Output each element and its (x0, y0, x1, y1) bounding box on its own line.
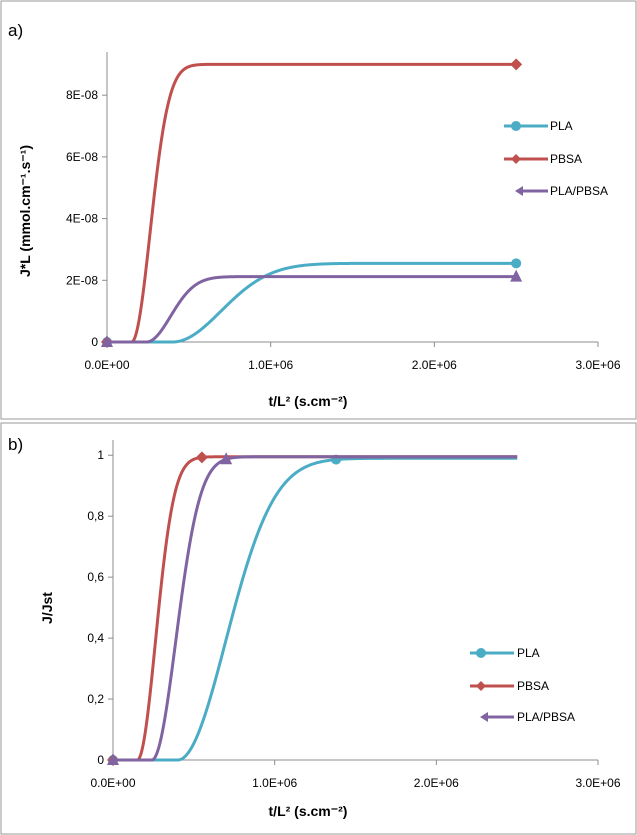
y-tick-label: 0 (91, 335, 98, 349)
y-tick-label: 8E-08 (66, 88, 98, 102)
x-tick-label: 2.0E+06 (414, 776, 459, 790)
series-marker-pbsa (510, 58, 523, 71)
series-marker-pla (511, 258, 522, 269)
legend-b-plapbsa-label: PLA/PBSA (517, 710, 575, 724)
chart-panel-a: a) 0.0E+00 1.0E+06 2.0E+06 3.0E+06 0 2E-08 4E-… (8, 21, 621, 409)
legend-a-pla-marker (511, 121, 521, 131)
panel-b-ticks: 0.0E+00 1.0E+06 2.0E+06 3.0E+06 0 0,2 0,4 0,6 0,… (87, 448, 621, 790)
panel-b-series (107, 451, 518, 766)
panel-b-label: b) (8, 435, 23, 454)
legend-b-pbsa-marker (476, 681, 486, 691)
legend-b-pla-marker (476, 648, 486, 658)
legend-a-plapbsa-label: PLA/PBSA (550, 184, 608, 198)
legend-a-pbsa-marker (511, 154, 521, 164)
legend-a-pla-label: PLA (550, 119, 573, 133)
series-marker-pbsa (195, 451, 208, 464)
x-tick-label: 1.0E+06 (248, 358, 293, 372)
series-marker-plapbsa (510, 269, 523, 282)
panel-b-y-axis-title: J/Jst (39, 592, 55, 624)
series-line-pbsa (107, 62, 517, 344)
panel-a-legend: PLA PBSA PLA/PBSA (504, 119, 608, 198)
series-start-marker-plapbsa (101, 335, 113, 347)
legend-b-pbsa-label: PBSA (517, 679, 549, 693)
panel-b-axes (112, 440, 598, 761)
x-tick-label: 3.0E+06 (575, 358, 620, 372)
y-tick-label: 0,8 (87, 509, 104, 523)
legend-b-plapbsa-marker (480, 712, 488, 722)
x-tick-label: 0.0E+00 (90, 776, 135, 790)
panel-b-x-axis-title: t/L² (s.cm⁻²) (269, 803, 348, 819)
x-tick-label: 0.0E+00 (84, 358, 129, 372)
chart-panel-b: b) 0.0E+00 1.0E+06 2.0E+06 3.0E+06 0 0,2 0,4 0,… (8, 435, 621, 819)
panel-a-x-axis-title: t/L² (s.cm⁻²) (269, 393, 348, 409)
series-marker-plapbsa (220, 452, 233, 465)
y-tick-label: 1 (97, 448, 104, 462)
legend-b-pla-label: PLA (517, 646, 540, 660)
y-tick-label: 0 (97, 753, 104, 767)
x-tick-label: 1.0E+06 (252, 776, 297, 790)
series-start-marker-plapbsa (107, 753, 119, 765)
x-tick-label: 3.0E+06 (575, 776, 620, 790)
legend-a-pbsa-label: PBSA (550, 152, 582, 166)
y-tick-label: 0,4 (87, 631, 104, 645)
panel-a-label: a) (8, 21, 23, 40)
panel-b-frame (0, 422, 637, 835)
series-line-pla (113, 456, 518, 762)
y-tick-label: 0,6 (87, 570, 104, 584)
y-tick-label: 6E-08 (66, 150, 98, 164)
series-line-plapbsa (113, 455, 518, 762)
x-tick-label: 2.0E+06 (412, 358, 457, 372)
panel-a-y-axis-title: J*L (mmol.cm⁻¹.s⁻¹) (17, 145, 33, 277)
y-tick-label: 2E-08 (66, 273, 98, 287)
series-line-pla (107, 261, 517, 344)
series-line-plapbsa (107, 275, 517, 344)
y-tick-label: 0,2 (87, 692, 104, 706)
panel-b-legend: PLA PBSA PLA/PBSA (470, 646, 575, 724)
panel-a-series (101, 58, 523, 348)
panel-a-axes (106, 52, 598, 343)
panel-a-ticks: 0.0E+00 1.0E+06 2.0E+06 3.0E+06 0 2E-08 4E-08 6… (66, 88, 621, 372)
legend-a-plapbsa-marker (515, 186, 523, 196)
y-tick-label: 4E-08 (66, 212, 98, 226)
